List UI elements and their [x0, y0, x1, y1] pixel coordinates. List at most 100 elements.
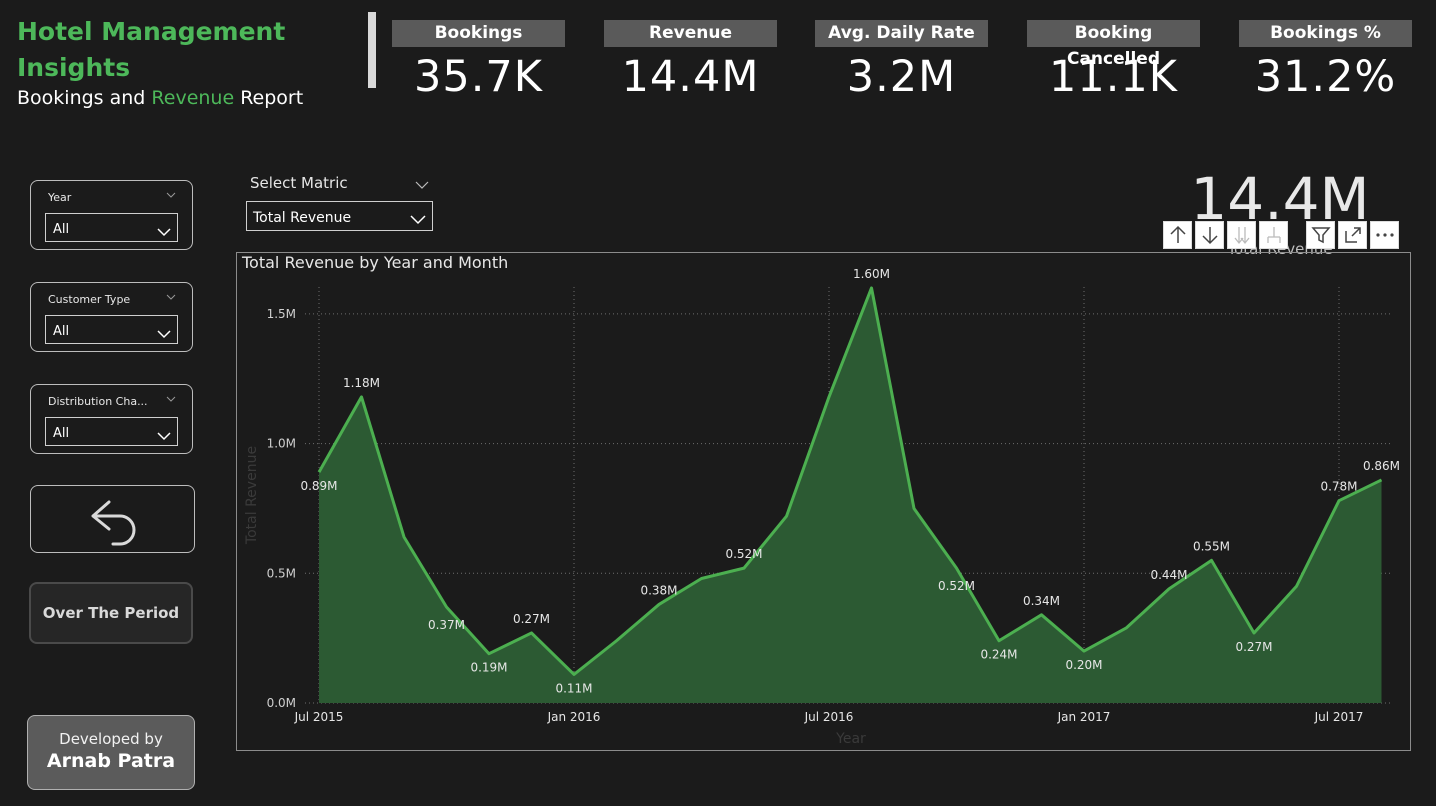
arrow-up-icon [1169, 225, 1186, 243]
dropdown-value: Total Revenue [253, 210, 352, 226]
data-labels: 0.89M 1.18M 0.37M 0.19M 0.27M 0.11M 0.38M 0.52M… [300, 267, 1400, 696]
kpi-bookings: Bookings 35.7K [392, 20, 565, 102]
data-label: 0.78M [1320, 480, 1357, 494]
go-to-next-level-button[interactable] [1227, 221, 1256, 249]
arrow-down-icon [1201, 227, 1218, 245]
year-dropdown[interactable]: All [45, 213, 178, 242]
focus-mode-icon [1344, 227, 1361, 243]
data-label: 0.38M [640, 583, 677, 597]
y-axis-title: Total Revenue [244, 446, 260, 545]
dropdown-value: All [53, 324, 70, 339]
over-the-period-button[interactable]: Over The Period [29, 582, 193, 644]
x-tick-label: Jul 2016 [804, 710, 854, 724]
data-label: 0.89M [300, 479, 337, 493]
chevron-down-icon [157, 426, 171, 445]
dropdown-value: All [53, 426, 70, 441]
chart-title: Total Revenue by Year and Month [242, 253, 509, 272]
x-tick-label: Jan 2016 [547, 710, 601, 724]
x-axis-title: Year [835, 731, 866, 747]
reset-button[interactable] [30, 485, 195, 553]
report-subtitle: Bookings and Revenue Report [17, 87, 303, 109]
subtitle-part1: Bookings and [17, 87, 152, 109]
expand-hierarchy-button[interactable] [1259, 221, 1288, 249]
data-label: 0.44M [1150, 568, 1187, 582]
y-axis-ticks: 0.0M 0.5M 1.0M 1.5M [267, 307, 296, 710]
metric-dropdown[interactable]: Total Revenue [246, 201, 433, 231]
y-tick-label: 1.5M [267, 307, 296, 321]
revenue-chart-container [236, 252, 1411, 751]
data-label: 0.34M [1023, 594, 1060, 608]
slicer-label: Year [48, 191, 72, 204]
customer-type-dropdown[interactable]: All [45, 315, 178, 344]
data-label: 1.60M [853, 267, 890, 281]
data-label: 0.11M [555, 681, 592, 695]
chevron-down-icon [157, 222, 171, 241]
kpi-label: Bookings % [1239, 20, 1412, 47]
filter-icon [1310, 227, 1331, 244]
year-slicer: Year All [30, 180, 193, 250]
data-label: 0.86M [1363, 459, 1400, 473]
revenue-area-fill [319, 287, 1382, 703]
data-label: 0.24M [980, 648, 1017, 662]
kpi-label: Revenue [604, 20, 777, 47]
undo-arrow-icon [91, 500, 136, 546]
double-arrow-down-icon [1233, 227, 1250, 245]
chevron-down-icon [157, 324, 171, 343]
slicer-label: Customer Type [48, 293, 131, 306]
report-title: Hotel Management Insights [17, 17, 286, 82]
kpi-label: Booking Cancelled [1027, 20, 1200, 69]
distribution-channel-dropdown[interactable]: All [45, 417, 178, 446]
data-label: 0.20M [1065, 658, 1102, 672]
customer-type-slicer: Customer Type All [30, 282, 193, 352]
chevron-down-icon[interactable] [166, 292, 176, 303]
data-label: 0.55M [1193, 539, 1230, 553]
data-label: 0.19M [470, 661, 507, 675]
kpi-value: 14.4M [621, 52, 760, 102]
kpi-value: 35.7K [414, 52, 543, 102]
y-tick-label: 1.0M [267, 437, 296, 451]
x-tick-label: Jan 2017 [1057, 710, 1111, 724]
kpi-value: 11.1K [1049, 52, 1178, 102]
chevron-down-icon[interactable] [166, 394, 176, 405]
focus-mode-button[interactable] [1338, 221, 1367, 249]
more-options-icon [1375, 233, 1394, 237]
revenue-line[interactable] [317, 286, 1383, 676]
more-options-button[interactable] [1370, 221, 1399, 249]
chevron-down-icon[interactable] [166, 190, 176, 201]
data-label: 0.52M [938, 579, 975, 593]
kpi-revenue: Revenue 14.4M [604, 20, 777, 102]
drill-up-button[interactable] [1163, 221, 1192, 249]
developer-name: Arnab Patra [46, 750, 176, 772]
data-label: 0.27M [1235, 640, 1272, 654]
developed-by-label: Developed by [59, 730, 163, 748]
chevron-down-icon[interactable] [415, 174, 429, 193]
fork-arrow-down-icon [1266, 227, 1281, 243]
kpi-booking-cancelled: Booking Cancelled 11.1K [1027, 20, 1200, 102]
dropdown-value: All [53, 222, 70, 237]
data-label: 0.52M [725, 547, 762, 561]
drill-down-button[interactable] [1195, 221, 1224, 249]
header-divider [368, 12, 376, 88]
visual-toolbar [1163, 221, 1399, 249]
x-tick-label: Jul 2017 [1314, 710, 1364, 724]
kpi-value: 31.2% [1254, 52, 1397, 102]
kpi-label: Avg. Daily Rate [815, 20, 988, 47]
developer-credit: Developed by Arnab Patra [27, 715, 195, 790]
kpi-bookings-percent: Bookings % 31.2% [1239, 20, 1412, 102]
distribution-channel-slicer: Distribution Cha... All [30, 384, 193, 454]
slicer-label: Distribution Cha... [48, 395, 148, 408]
data-label: 1.18M [343, 376, 380, 390]
kpi-value: 3.2M [846, 52, 957, 102]
subtitle-part3: Report [234, 87, 304, 109]
y-tick-label: 0.0M [267, 696, 296, 710]
x-tick-label: Jul 2015 [294, 710, 344, 724]
metric-selector-label: Select Matric [250, 174, 348, 192]
data-label: 0.37M [428, 618, 465, 632]
kpi-label: Bookings [392, 20, 565, 47]
x-axis-ticks: Jul 2015 Jan 2016 Jul 2016 Jan 2017 Jul 2017 [294, 710, 1364, 724]
subtitle-part2: Revenue [151, 87, 235, 109]
chevron-down-icon [410, 210, 426, 229]
data-label: 0.27M [513, 612, 550, 626]
filter-button[interactable] [1306, 221, 1335, 249]
